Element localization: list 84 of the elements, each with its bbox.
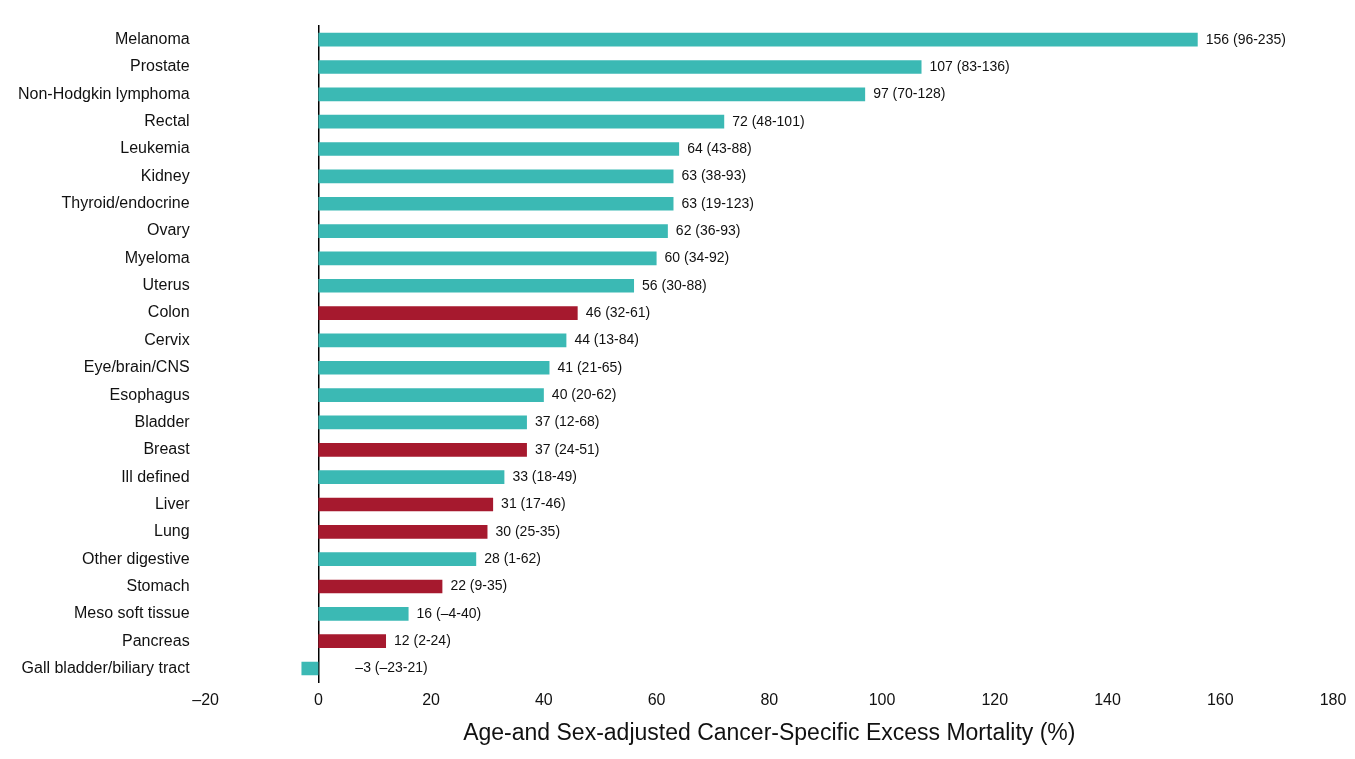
bar xyxy=(318,607,409,621)
y-tick-label: Kidney xyxy=(140,166,190,184)
data-label: 41 (21-65) xyxy=(557,358,623,375)
data-label: 64 (43-88) xyxy=(687,139,752,156)
y-tick-label: Prostate xyxy=(130,57,190,75)
data-label: 37 (12-68) xyxy=(534,413,600,430)
y-tick-label: Thyroid/endocrine xyxy=(61,194,190,212)
y-tick-label: Uterus xyxy=(142,276,190,294)
data-label: 107 (83-136) xyxy=(929,57,1010,74)
bar xyxy=(318,333,567,348)
x-axis-title: Age-and Sex-adjusted Cancer-Specific Excess Mortality (%) xyxy=(463,718,1076,745)
y-tick-label: Meso soft tissue xyxy=(74,604,190,622)
bar xyxy=(318,114,725,129)
bar xyxy=(301,661,319,676)
bar xyxy=(318,60,922,74)
y-tick-label: Rectal xyxy=(144,112,190,130)
y-tick-label: Lung xyxy=(154,522,190,540)
data-label: –3 (–23-21) xyxy=(355,659,428,676)
y-tick-label: Liver xyxy=(154,494,191,512)
x-tick-label: 140 xyxy=(1094,691,1121,709)
x-tick-label: 0 xyxy=(313,691,323,709)
y-tick-label: Pancreas xyxy=(122,631,190,649)
bar xyxy=(318,196,674,211)
y-tick-label: Ovary xyxy=(146,221,190,239)
bar xyxy=(318,87,866,102)
bar xyxy=(318,579,443,594)
data-label: 60 (34-92) xyxy=(664,249,730,266)
data-label: 16 (–4-40) xyxy=(416,604,482,621)
data-label: 31 (17-46) xyxy=(501,495,566,512)
x-tick-label: 20 xyxy=(422,691,441,709)
data-label: 40 (20-62) xyxy=(551,385,617,402)
bar xyxy=(318,388,544,402)
bar xyxy=(318,634,387,649)
y-tick-label: Eye/brain/CNS xyxy=(83,358,190,376)
x-tick-label: 60 xyxy=(647,691,666,709)
y-tick-label: Myeloma xyxy=(124,248,190,266)
y-tick-label: Other digestive xyxy=(82,549,190,567)
bar xyxy=(318,415,527,430)
y-tick-label: Bladder xyxy=(134,412,191,430)
y-tick-label: Stomach xyxy=(126,576,190,594)
y-tick-label: Gall bladder/biliary tract xyxy=(21,658,191,676)
x-tick-label: 120 xyxy=(981,691,1009,709)
data-label: 56 (30-88) xyxy=(642,276,707,293)
bar xyxy=(318,251,657,266)
x-tick-label: 160 xyxy=(1206,691,1234,709)
y-tick-label: Esophagus xyxy=(109,385,190,403)
bar xyxy=(318,278,635,293)
y-tick-label: Colon xyxy=(147,303,190,321)
data-label: 63 (38-93) xyxy=(681,167,747,184)
y-tick-label: Melanoma xyxy=(114,30,190,48)
x-tick-label: 180 xyxy=(1319,691,1347,709)
data-label: 62 (36-93) xyxy=(675,221,741,238)
y-tick-label: Leukemia xyxy=(120,139,190,157)
bar xyxy=(318,32,1198,47)
data-label: 97 (70-128) xyxy=(873,85,946,102)
bar xyxy=(318,442,527,457)
y-tick-label: Breast xyxy=(143,440,191,458)
bar xyxy=(318,470,505,484)
x-tick-label: –20 xyxy=(192,691,220,709)
data-label: 22 (9-35) xyxy=(450,577,508,594)
data-label: 30 (25-35) xyxy=(495,522,561,539)
bar xyxy=(318,360,550,375)
data-label: 156 (96-235) xyxy=(1205,30,1286,47)
x-tick-label: 100 xyxy=(868,691,896,709)
bar xyxy=(318,224,668,238)
data-label: 37 (24-51) xyxy=(534,440,600,457)
data-label: 12 (2-24) xyxy=(394,632,451,649)
data-label: 28 (1-62) xyxy=(484,550,542,567)
bar xyxy=(318,524,488,539)
data-label: 46 (32-61) xyxy=(585,303,651,320)
y-tick-label: Ill defined xyxy=(121,467,190,485)
bar xyxy=(318,552,477,566)
bar xyxy=(318,142,680,156)
y-tick-label: Cervix xyxy=(144,330,190,348)
bar xyxy=(318,306,578,320)
x-tick-label: 80 xyxy=(760,691,779,709)
bar xyxy=(318,169,674,184)
data-label: 44 (13-84) xyxy=(574,331,639,348)
y-tick-label: Non-Hodgkin lymphoma xyxy=(17,84,190,102)
data-label: 33 (18-49) xyxy=(512,468,577,484)
data-label: 72 (48-101) xyxy=(732,112,805,129)
data-label: 63 (19-123) xyxy=(681,194,754,211)
x-tick-label: 40 xyxy=(534,691,553,709)
bar xyxy=(318,497,494,512)
